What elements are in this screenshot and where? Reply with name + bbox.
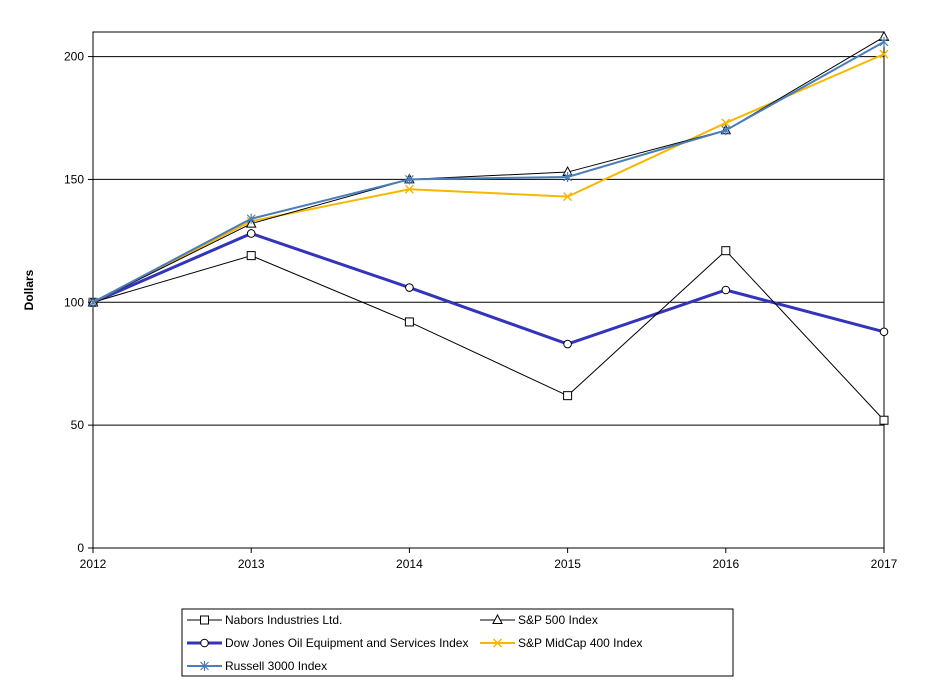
data-point-marker bbox=[405, 283, 414, 292]
data-point-marker bbox=[246, 251, 256, 261]
data-point-marker bbox=[404, 184, 414, 194]
y-tick-label: 50 bbox=[71, 418, 85, 432]
legend-entry: Dow Jones Oil Equipment and Services Ind… bbox=[187, 636, 468, 650]
plot-area bbox=[92, 31, 885, 549]
data-point-marker bbox=[879, 415, 889, 425]
legend-label: Nabors Industries Ltd. bbox=[225, 613, 342, 627]
legend-entry: Nabors Industries Ltd. bbox=[187, 613, 342, 627]
data-point-marker bbox=[721, 125, 731, 136]
data-point-marker bbox=[563, 391, 573, 401]
y-axis: 0 50 100 150 200 bbox=[64, 50, 93, 555]
data-point-marker bbox=[879, 327, 889, 337]
legend-box bbox=[181, 608, 734, 677]
series-line bbox=[92, 249, 885, 421]
series-line bbox=[92, 40, 885, 304]
legend-entry: Russell 3000 Index bbox=[187, 659, 327, 673]
x-tick-label: 2015 bbox=[554, 557, 581, 571]
legend-marker bbox=[200, 661, 209, 671]
series-circle bbox=[88, 229, 889, 349]
x-tick-label: 2016 bbox=[712, 557, 739, 571]
legend-entry: S&P MidCap 400 Index bbox=[480, 636, 643, 650]
legend-label: S&P MidCap 400 Index bbox=[518, 636, 643, 650]
y-tick-label: 100 bbox=[64, 295, 84, 309]
data-point-marker bbox=[879, 36, 889, 47]
series-line bbox=[92, 36, 885, 303]
legend-marker bbox=[200, 638, 209, 648]
legend-entry: S&P 500 Index bbox=[480, 613, 598, 627]
data-point-marker bbox=[404, 174, 414, 185]
y-tick-label: 150 bbox=[64, 172, 84, 186]
legend-label: Dow Jones Oil Equipment and Services Ind… bbox=[225, 636, 468, 650]
data-point-marker bbox=[721, 285, 731, 295]
series-asterisk bbox=[88, 36, 889, 308]
data-point-marker bbox=[879, 49, 889, 59]
data-point-marker bbox=[563, 192, 573, 202]
data-point-marker bbox=[563, 339, 572, 349]
data-point-marker bbox=[721, 118, 731, 128]
legend-label: Russell 3000 Index bbox=[225, 659, 327, 673]
x-tick-label: 2013 bbox=[238, 557, 265, 571]
x-tick-label: 2017 bbox=[871, 557, 898, 571]
data-point-marker bbox=[88, 297, 98, 308]
series-line bbox=[92, 53, 885, 304]
legend-marker bbox=[492, 613, 503, 624]
series-line bbox=[92, 231, 885, 346]
x-tick-label: 2014 bbox=[396, 557, 423, 571]
y-tick-label: 200 bbox=[64, 50, 84, 64]
data-point-marker bbox=[721, 246, 731, 256]
series-square bbox=[88, 246, 889, 425]
x-tick-label: 2012 bbox=[80, 557, 107, 571]
data-point-marker bbox=[563, 171, 573, 182]
legend-marker bbox=[200, 615, 209, 625]
gridlines bbox=[93, 56, 884, 426]
x-axis: 2012 2013 2014 2015 2016 2017 bbox=[80, 548, 898, 571]
legend-label: S&P 500 Index bbox=[518, 613, 598, 627]
y-axis-title: Dollars bbox=[22, 269, 36, 310]
data-point-marker bbox=[246, 229, 256, 238]
data-point-marker bbox=[404, 317, 414, 327]
legend-marker bbox=[492, 638, 503, 648]
data-point-marker bbox=[246, 213, 256, 224]
legend: Nabors Industries Ltd. S&P 500 Index Dow J… bbox=[181, 608, 734, 677]
y-tick-label: 0 bbox=[77, 541, 84, 555]
series-triangle bbox=[87, 30, 890, 307]
series-lines bbox=[87, 30, 890, 425]
